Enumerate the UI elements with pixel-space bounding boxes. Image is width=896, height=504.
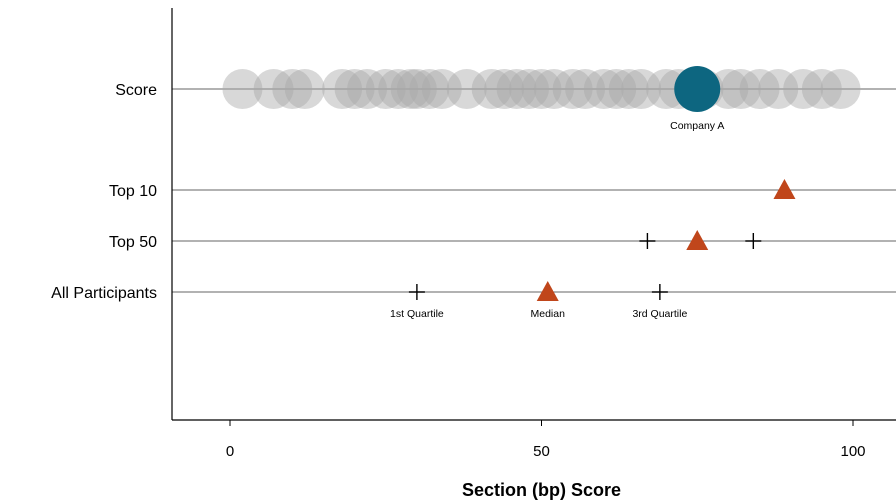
participant-bubble	[496, 69, 537, 109]
participant-bubble	[565, 69, 606, 109]
row-label: Top 50	[109, 234, 157, 251]
row-label: Score	[115, 82, 157, 99]
highlight-group: Company A	[670, 66, 724, 132]
participant-bubble	[552, 69, 593, 109]
participant-bubble	[521, 69, 562, 109]
row-labels: Score Top 10 Top 50 All Participants	[51, 82, 157, 302]
participant-bubble	[322, 69, 363, 109]
row-label: All Participants	[51, 285, 157, 302]
x-tick-label: 0	[226, 443, 234, 460]
participant-bubble	[720, 69, 761, 109]
participant-bubble	[708, 69, 749, 109]
participant-bubble	[801, 69, 842, 109]
participant-bubble	[646, 69, 687, 109]
highlight-label: Company A	[670, 120, 724, 132]
participant-bubble	[471, 69, 512, 109]
participant-bubble	[396, 69, 437, 109]
participant-bubble	[409, 69, 450, 109]
participant-bubble	[446, 69, 487, 109]
row-lines	[172, 88, 896, 293]
marker-group: 1st Quartile Median 3rd Quartile	[390, 179, 796, 320]
participant-bubble	[739, 69, 780, 109]
participant-bubbles	[222, 69, 861, 109]
participant-bubble	[484, 69, 525, 109]
participant-bubble	[820, 69, 861, 109]
participant-bubble	[272, 69, 313, 109]
participant-bubble	[222, 69, 263, 109]
median-marker	[773, 179, 796, 199]
median-marker	[686, 230, 709, 250]
x-tick-label: 100	[840, 443, 865, 460]
participant-bubble	[347, 69, 388, 109]
q3-annotation: 3rd Quartile	[632, 308, 687, 320]
x-tick-label: 50	[533, 443, 550, 460]
participant-bubble	[334, 69, 375, 109]
participant-bubble	[390, 69, 431, 109]
participant-bubble	[583, 69, 624, 109]
participant-bubble	[533, 69, 574, 109]
median-annotation: Median	[531, 308, 566, 320]
participant-bubble	[608, 69, 649, 109]
participant-bubble	[365, 69, 406, 109]
participant-bubble	[421, 69, 462, 109]
participant-bubble	[378, 69, 419, 109]
row-label: Top 10	[109, 183, 157, 200]
participant-bubble	[758, 69, 799, 109]
x-axis-title: Section (bp) Score	[462, 480, 621, 500]
highlight-bubble	[674, 66, 721, 112]
participant-bubble	[621, 69, 662, 109]
participant-bubble	[783, 69, 824, 109]
participant-bubble	[253, 69, 294, 109]
participant-bubble	[284, 69, 325, 109]
participant-bubble	[509, 69, 550, 109]
x-ticks: 0 50 100	[226, 420, 866, 460]
participant-bubble	[596, 69, 637, 109]
median-marker	[536, 281, 559, 301]
q1-annotation: 1st Quartile	[390, 308, 444, 320]
